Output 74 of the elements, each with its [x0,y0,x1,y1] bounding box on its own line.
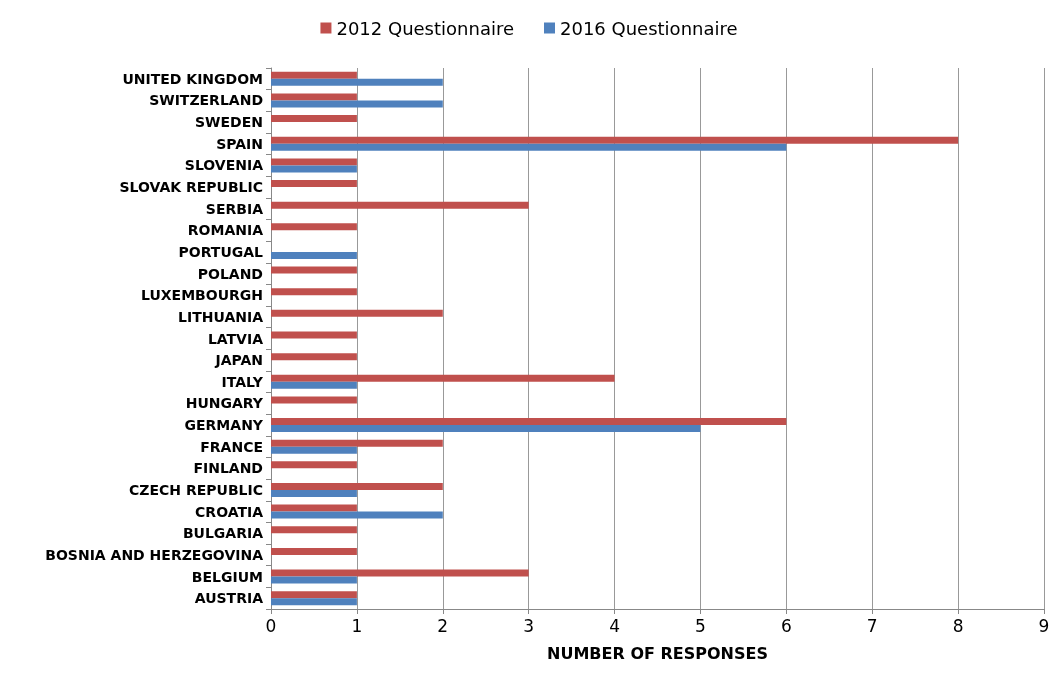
bar [271,591,357,599]
y-tick-label: POLAND [197,265,263,282]
bar [271,576,357,584]
x-tick-label: 2 [437,615,449,636]
bar [271,461,357,469]
y-tick-label: FRANCE [200,438,263,455]
y-tick-label: SWITZERLAND [149,92,263,109]
bar [271,115,357,123]
bar [271,331,357,339]
bar [271,374,615,382]
bar [271,569,529,577]
y-tick-label: BULGARIA [182,525,264,542]
y-tick-label: GERMANY [184,417,264,434]
bar [271,143,787,151]
bar [271,165,357,173]
bar [271,396,357,404]
bar [271,598,357,606]
bar [271,136,959,144]
x-tick-label: 6 [780,615,792,636]
bar [271,288,357,296]
y-tick-label: JAPAN [214,352,263,369]
y-tick-label: LATVIA [207,330,264,347]
y-tick-label: ITALY [221,373,264,390]
bar [271,180,357,188]
y-tick-label: SWEDEN [195,114,263,131]
x-tick-label: 9 [1038,615,1050,636]
x-tick-label: 0 [265,615,277,636]
y-tick-label: HUNGARY [185,395,264,412]
y-tick-label: AUSTRIA [194,590,264,607]
bar [271,353,357,361]
y-tick-label: LUXEMBOURGH [140,287,263,304]
bar [271,418,787,426]
bar [271,446,357,454]
legend-label: 2016 Questionnaire [560,17,738,39]
bar [271,439,443,447]
bar [271,251,357,259]
x-axis-title: NUMBER OF RESPONSES [547,643,768,663]
y-tick-label: SLOVAK REPUBLIC [119,179,263,196]
bar [271,223,357,231]
bar [271,71,357,79]
x-tick-label: 4 [609,615,620,636]
y-tick-label: BELGIUM [191,568,263,585]
x-tick-label: 3 [523,615,535,636]
y-tick-label: SERBIA [205,200,264,217]
y-tick-label: CROATIA [195,503,264,520]
x-tick-label: 1 [351,615,363,636]
bar [271,309,443,317]
bar [271,381,357,389]
bar [271,266,357,274]
x-tick-label: 8 [952,615,964,636]
y-tick-label: FINLAND [193,460,263,477]
x-tick-label: 5 [695,615,706,636]
bar [271,504,357,512]
bar [271,100,443,108]
y-tick-label: BOSNIA AND HERZEGOVINA [45,546,264,563]
x-tick-label: 7 [866,615,878,636]
y-tick-label: CZECH REPUBLIC [129,481,263,498]
bar [271,158,357,166]
y-tick-label: SPAIN [216,135,263,152]
y-tick-label: ROMANIA [187,222,264,239]
bar [271,425,701,433]
y-tick-label: SLOVENIA [184,157,264,174]
bar [271,201,529,209]
y-tick-label: UNITED KINGDOM [122,70,263,87]
legend-label: 2012 Questionnaire [336,17,515,39]
bar [271,93,357,101]
bar [271,547,357,555]
bar [271,526,357,534]
y-tick-label: LITHUANIA [178,308,264,325]
bar [271,511,443,519]
bar [271,482,443,490]
bar [271,489,357,497]
bar [271,78,443,86]
y-tick-label: PORTUGAL [178,243,264,260]
